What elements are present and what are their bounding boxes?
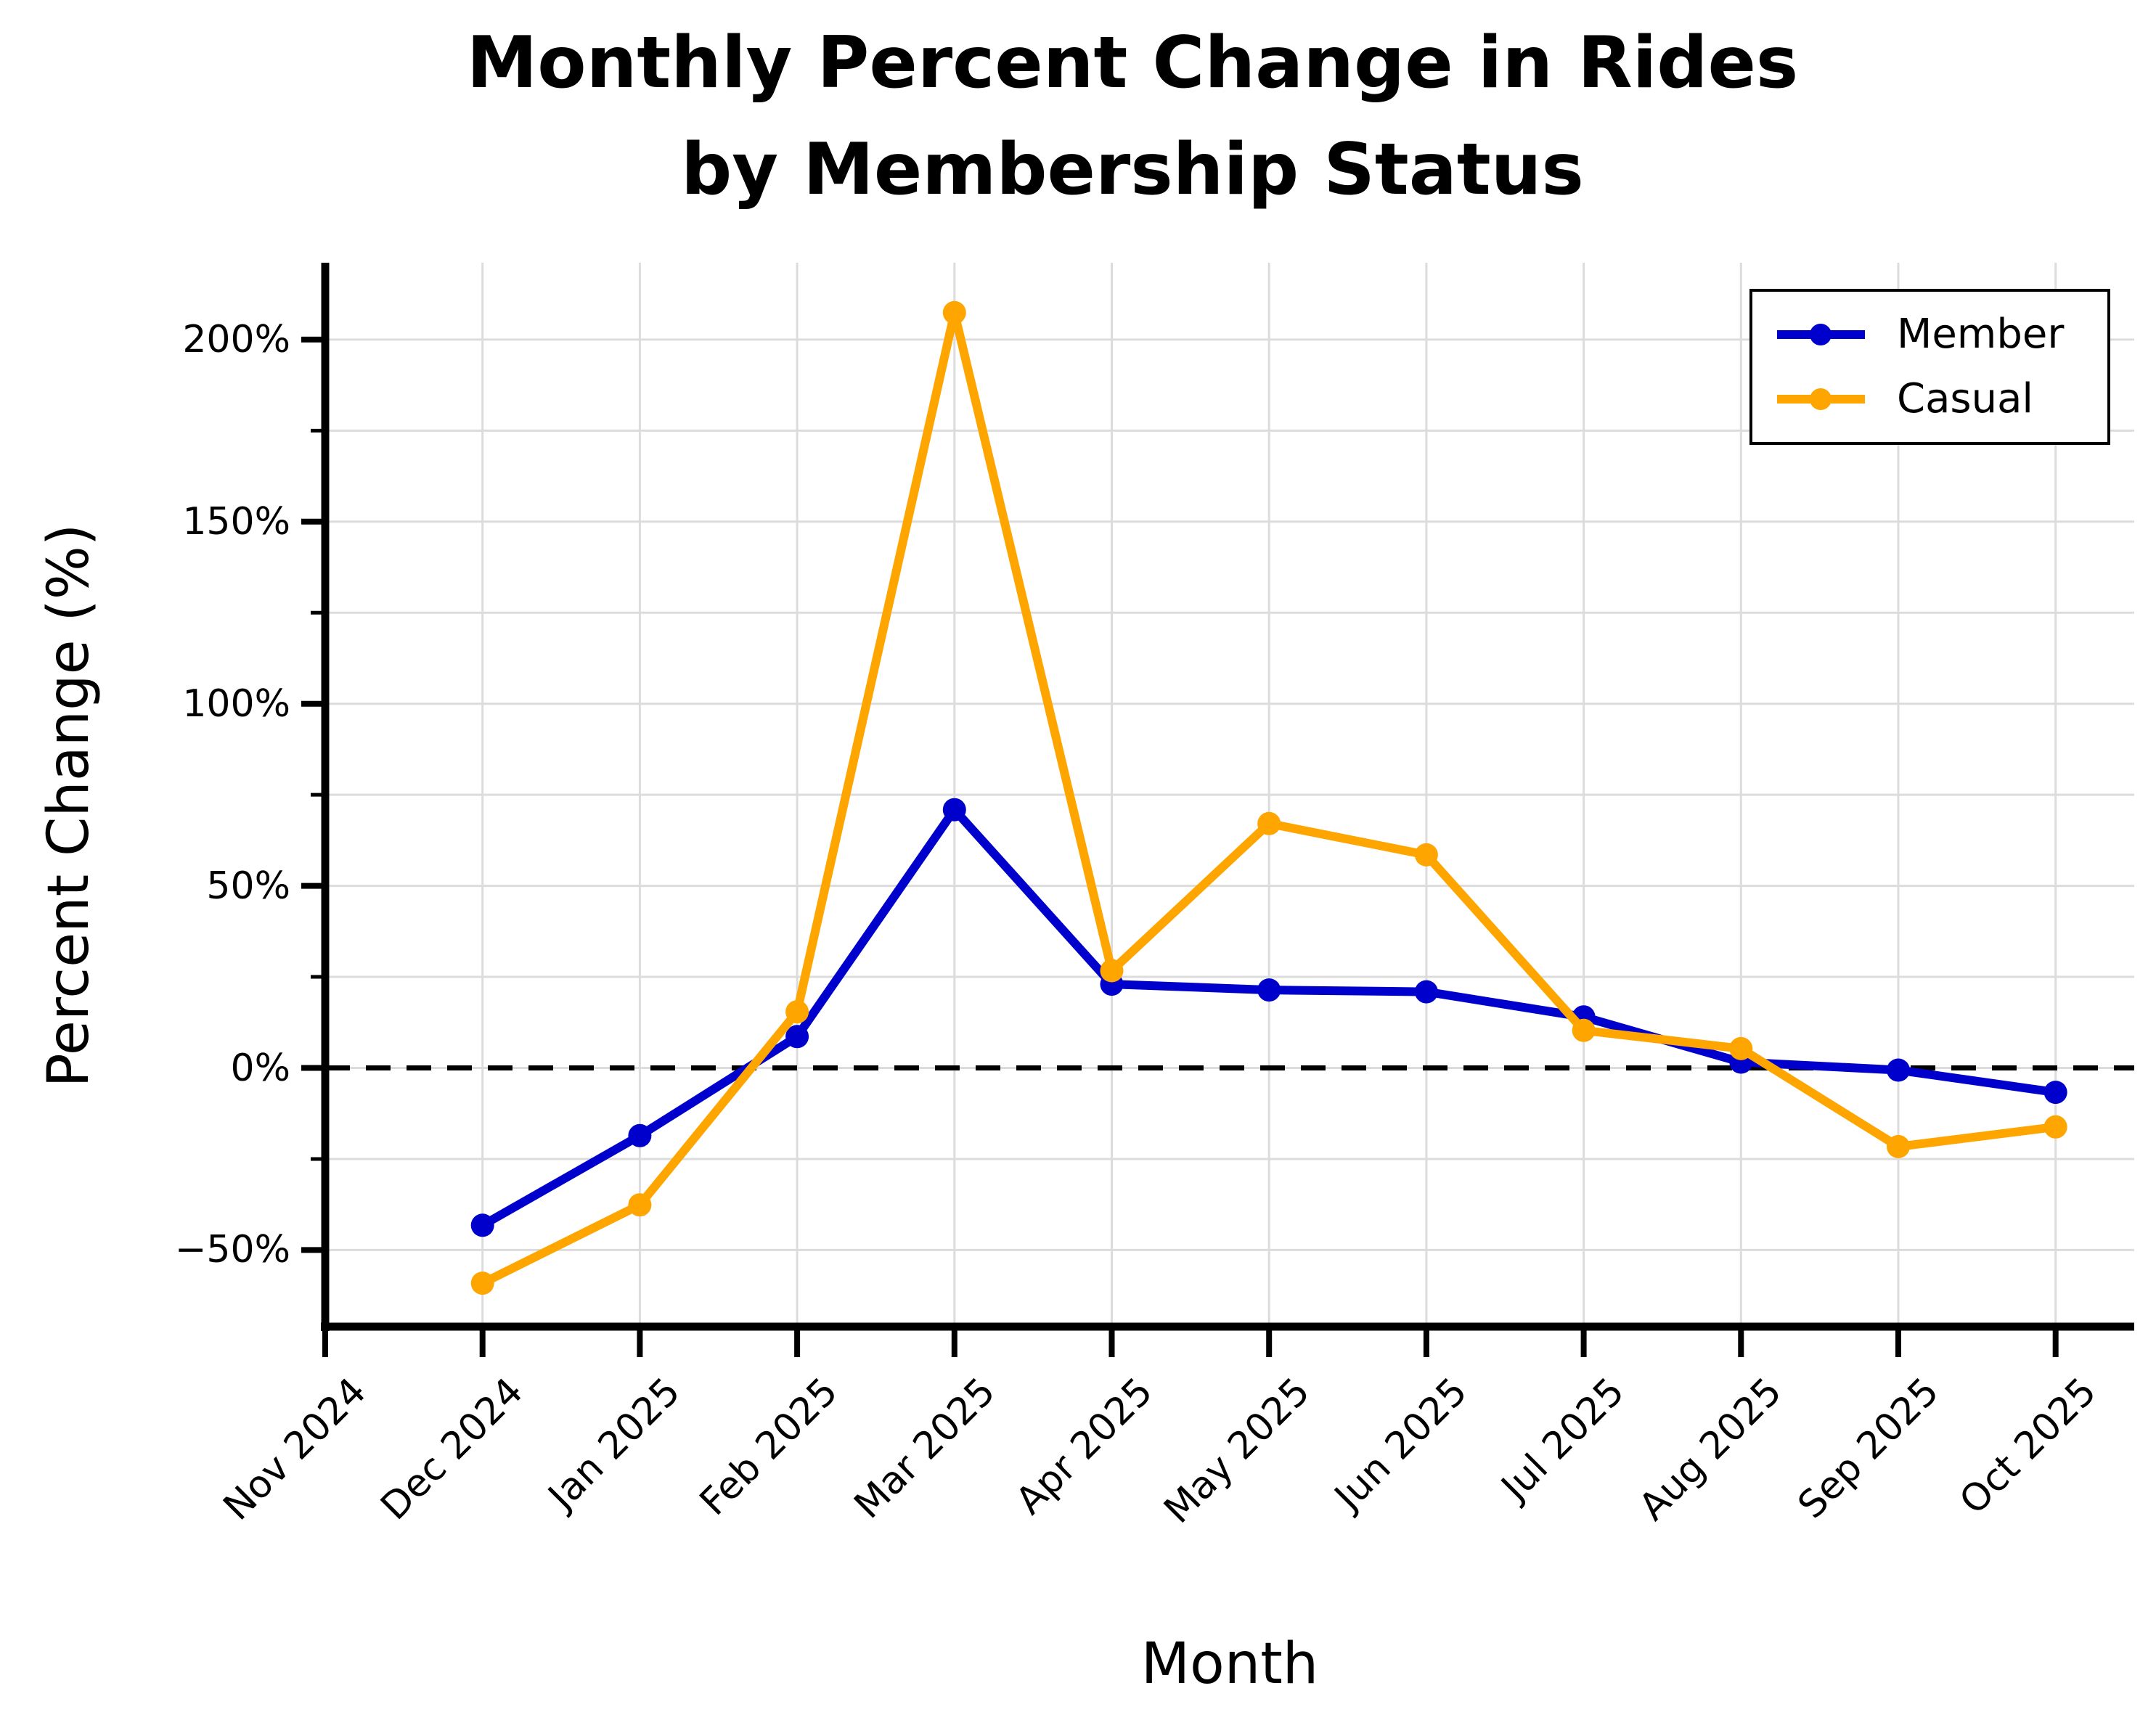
- series-marker-member: [1257, 978, 1281, 1002]
- series-marker-casual: [470, 1271, 494, 1295]
- series-marker-casual: [1100, 959, 1124, 983]
- y-tick-label: −50%: [174, 1228, 290, 1272]
- legend-item-member: Member: [1776, 313, 2107, 356]
- series-marker-casual: [785, 1000, 809, 1024]
- y-tick-label: 200%: [182, 317, 290, 361]
- y-tick-label: 100%: [182, 681, 290, 726]
- y-tick-label: 50%: [206, 864, 290, 908]
- y-axis-label: Percent Change (%): [36, 523, 102, 1088]
- member-line-swatch-icon: [1777, 324, 1865, 345]
- series-marker-casual: [1257, 811, 1281, 835]
- chart-title-line1: Monthly Percent Change in Rides: [466, 22, 1799, 105]
- series-marker-casual: [1572, 1018, 1596, 1042]
- casual-line-swatch-icon: [1777, 388, 1865, 410]
- legend-item-casual: Casual: [1776, 377, 2107, 421]
- chart-title-line2: by Membership Status: [681, 128, 1584, 211]
- series-marker-casual: [1414, 843, 1438, 867]
- series-marker-casual: [628, 1193, 652, 1217]
- chart-title: Monthly Percent Change in Rides by Membe…: [109, 10, 2156, 224]
- series-marker-casual: [942, 300, 966, 324]
- series-marker-member: [2043, 1081, 2067, 1105]
- series-marker-member: [942, 798, 966, 822]
- x-axis-label: Month: [1140, 1631, 1319, 1697]
- series-marker-member: [1414, 980, 1438, 1004]
- series-marker-member: [628, 1123, 652, 1147]
- series-marker-member: [1887, 1058, 1910, 1082]
- y-tick-label: 150%: [182, 499, 290, 544]
- series-marker-casual: [2043, 1115, 2067, 1139]
- series-marker-casual: [1729, 1036, 1753, 1060]
- legend: Member Casual: [1749, 289, 2110, 445]
- series-marker-member: [470, 1213, 494, 1237]
- y-tick-label: 0%: [230, 1046, 291, 1090]
- legend-label-casual: Casual: [1897, 375, 2033, 422]
- series-marker-member: [785, 1025, 809, 1049]
- legend-label-member: Member: [1897, 311, 2065, 358]
- series-marker-casual: [1887, 1134, 1910, 1158]
